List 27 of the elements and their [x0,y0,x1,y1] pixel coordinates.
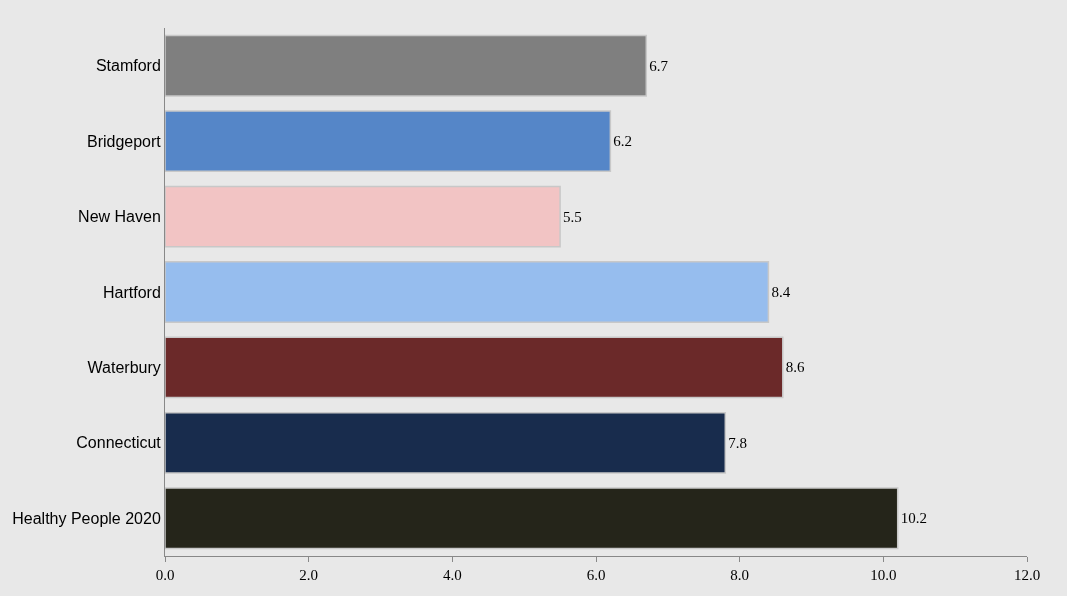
y-tick-label: Stamford [95,57,161,75]
y-tick-label: Hartford [103,283,161,301]
x-tick-label: 12.0 [1013,567,1041,583]
bar [165,261,770,323]
y-tick-label: Waterbury [87,359,161,377]
bar [165,336,784,399]
data-label: 6.7 [649,57,669,74]
x-tick-label: 6.0 [586,567,606,583]
x-tick-label: 0.0 [155,567,175,583]
bar [165,185,561,248]
bar [165,487,899,550]
y-tick-label: Healthy People 2020 [12,509,161,527]
bar [165,110,612,173]
x-tick-label: 4.0 [442,567,462,583]
data-label: 5.5 [563,208,582,225]
data-label: 10.2 [900,510,927,527]
data-label: 6.2 [613,133,633,150]
data-label: 8.4 [771,284,791,300]
data-label: 7.8 [728,434,748,451]
x-tick-label: 2.0 [299,567,319,583]
y-tick-label: New Haven [78,208,161,226]
x-tick-label: 10.0 [870,567,897,583]
bar [165,411,727,474]
y-tick-label: Bridgeport [86,132,162,150]
data-label: 8.6 [785,359,806,376]
y-tick-label: Connecticut [76,434,162,452]
x-tick-label: 8.0 [730,567,750,583]
